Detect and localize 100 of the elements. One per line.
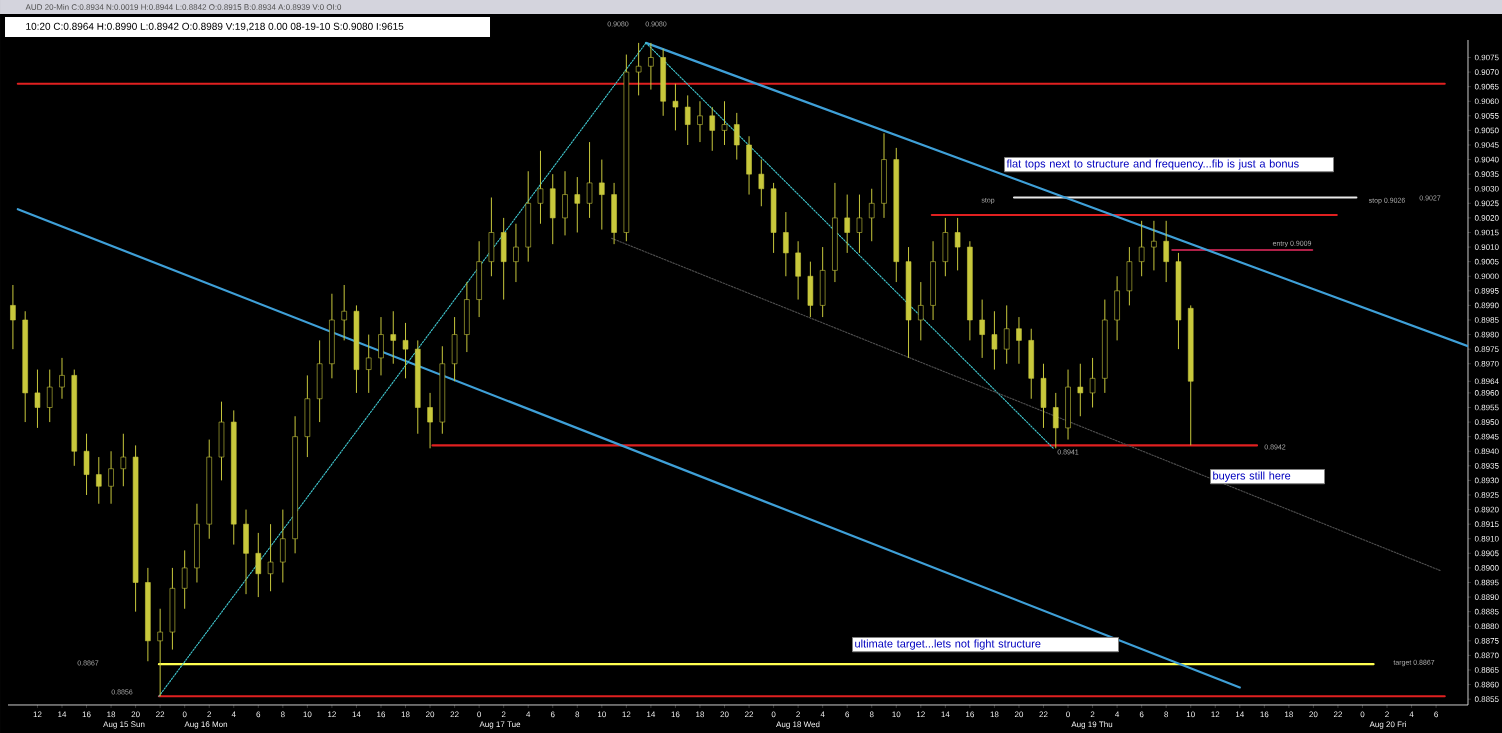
x-tick-label: 10	[597, 711, 606, 718]
y-tick-label: 0.8900	[1474, 565, 1499, 571]
x-tick-label: 0	[771, 711, 776, 718]
x-tick-label: 14	[58, 711, 67, 718]
y-tick-label: 0.8925	[1474, 492, 1499, 498]
x-tick-label: 4	[231, 711, 236, 718]
x-tick-label: 12	[622, 711, 631, 718]
x-tick-label: 16	[966, 711, 974, 718]
y-tick-label: 0.9070	[1474, 69, 1499, 75]
annotation: ultimate target...lets not fight structure	[855, 639, 1041, 650]
y-tick-label: 0.8875	[1474, 637, 1499, 644]
y-tick-label: 0.8985	[1474, 317, 1499, 323]
x-tick-label: 6	[1434, 711, 1438, 718]
y-tick-label: 0.9035	[1474, 171, 1499, 177]
x-tick-label: 14	[1235, 711, 1245, 718]
x-tick-label: 12	[328, 711, 336, 718]
x-tick-label: 2	[1090, 711, 1095, 718]
y-tick-label: 0.8855	[1474, 696, 1499, 702]
y-tick-label: 0.8950	[1474, 419, 1499, 425]
x-tick-label: 20	[720, 711, 729, 718]
y-tick-label: 0.9055	[1474, 112, 1499, 119]
x-tick-label: 22	[745, 711, 754, 718]
chart-title: AUD 20-Min C:0.8934 N:0.0019 H:0.8944 L:0.8842 O:0.8915 B:0.8934 A:0.8939 V:0 OI:0	[25, 4, 342, 10]
y-tick-label: 0.8975	[1474, 346, 1499, 352]
x-tick-label: 18	[1285, 711, 1293, 718]
x-tick-label: 4	[820, 711, 825, 718]
x-tick-label: 4	[526, 711, 531, 718]
x-tick-label: 14	[352, 711, 361, 718]
x-tick-label: 20	[131, 711, 140, 718]
x-tick-label: 2	[796, 711, 800, 718]
y-tick-label: 0.9060	[1474, 98, 1499, 105]
y-tick-label: 0.9050	[1474, 127, 1499, 134]
x-tick-label: 8	[280, 711, 285, 718]
y-tick-label: 0.9075	[1474, 54, 1499, 61]
x-tick-label: 16	[377, 711, 386, 718]
y-tick-label: 0.8890	[1474, 594, 1499, 600]
y-tick-label: 0.8970	[1474, 360, 1499, 367]
y-tick-label: 0.9020	[1474, 215, 1499, 221]
y-tick-label: 0.8920	[1474, 506, 1499, 513]
y-tick-label: 0.8910	[1474, 535, 1499, 542]
y-tick-label: 0.8955	[1474, 404, 1499, 411]
x-tick-label: 0	[1360, 711, 1365, 718]
x-tick-label: 8	[575, 711, 580, 718]
y-tick-label: 0.8945	[1474, 433, 1499, 440]
x-tick-label: 12	[33, 711, 42, 718]
y-tick-label: 0.8995	[1474, 287, 1499, 294]
x-tick-label: 2	[1385, 711, 1389, 718]
y-tick-label: 0.9000	[1474, 273, 1499, 280]
x-tick-label: 6	[550, 711, 555, 718]
x-tick-label: 18	[401, 711, 410, 718]
x-tick-label: 22	[1039, 711, 1048, 718]
x-tick-label: 0	[477, 711, 482, 718]
x-tick-label: 4	[1115, 711, 1120, 718]
x-tick-label: 18	[107, 711, 116, 718]
x-tick-label: 18	[696, 711, 705, 718]
x-tick-label: 0	[1066, 711, 1070, 718]
y-tick-label: 0.9015	[1474, 229, 1499, 236]
y-tick-label: 0.9040	[1474, 156, 1499, 163]
x-tick-label: 22	[1333, 711, 1342, 718]
y-tick-label: 0.8960	[1474, 390, 1499, 396]
y-tick-label: 0.9025	[1474, 200, 1499, 207]
y-tick-label: 0.8935	[1474, 462, 1499, 469]
x-tick-label: 16	[82, 711, 91, 718]
x-tick-label: 14	[941, 711, 950, 718]
x-tick-label: 6	[1139, 711, 1144, 718]
x-tick-label: 2	[207, 711, 212, 718]
x-tick-label: 12	[1211, 711, 1220, 718]
annotation: flat tops next to structure and frequency...fib is just a bonus	[1006, 159, 1299, 170]
y-tick-label: 0.8990	[1474, 302, 1499, 309]
y-tick-label: 0.8895	[1474, 579, 1499, 586]
text: Aug 16 Mon	[184, 721, 228, 729]
text: Aug 15 Sun	[103, 721, 145, 729]
y-tick-label: 0.8930	[1474, 477, 1499, 484]
y-tick-label: 0.9010	[1474, 244, 1499, 250]
x-tick-label: 4	[1409, 711, 1414, 718]
text: Aug 18 Wed	[776, 721, 820, 729]
y-tick-label: 0.8940	[1474, 448, 1499, 455]
x-tick-label: 20	[1014, 711, 1024, 718]
annotation: buyers still here	[1213, 471, 1291, 482]
chart-subtitle: 10:20 C:0.8964 H:0.8990 L:0.8942 O:0.8989 V:19,218 0.00 08-19-10 S:0.9080 I:9615	[26, 22, 404, 32]
x-tick-label: 14	[647, 711, 656, 718]
text: Aug 17 Tue	[479, 721, 521, 729]
y-tick-label: 0.9065	[1474, 83, 1499, 90]
y-tick-label: 0.8885	[1474, 608, 1499, 615]
x-tick-label: 6	[256, 711, 261, 718]
y-tick-label: 0.8980	[1474, 331, 1499, 338]
x-tick-label: 22	[156, 711, 165, 718]
x-tick-label: 20	[1309, 711, 1318, 718]
text: Aug 20 Fri	[1369, 721, 1406, 729]
y-tick-label: 0.8865	[1474, 667, 1499, 673]
x-tick-label: 10	[892, 711, 901, 718]
y-tick-label: 0.9005	[1474, 258, 1499, 265]
x-tick-label: 8	[869, 711, 874, 718]
x-tick-label: 0	[182, 711, 187, 718]
x-tick-label: 8	[1164, 711, 1169, 718]
x-tick-label: 6	[845, 711, 850, 718]
y-tick-label: 0.8915	[1474, 521, 1499, 527]
x-tick-label: 16	[1260, 711, 1269, 718]
x-tick-label: 18	[990, 711, 999, 718]
y-tick-label: 0.8860	[1474, 681, 1499, 688]
